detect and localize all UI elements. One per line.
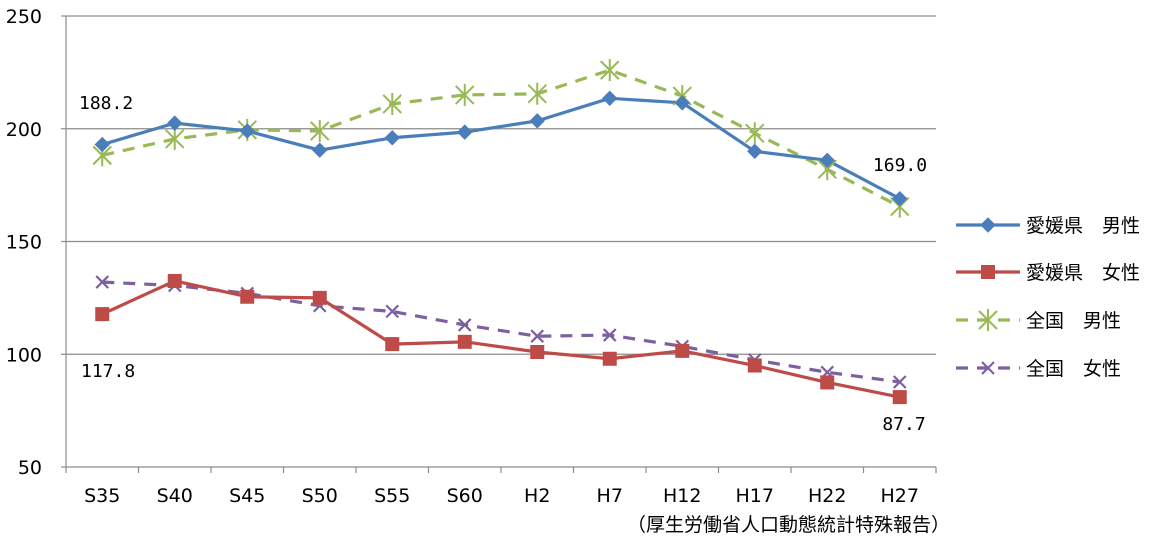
marker-s0-p2: [239, 123, 255, 139]
marker-s1-p5: [457, 334, 472, 349]
marker-s2-p4: [382, 92, 402, 115]
marker-s2-p6: [527, 82, 547, 105]
marker-s1-p0: [95, 307, 110, 322]
gridlines: [66, 15, 936, 355]
legend-label: 全国 女性: [1026, 358, 1121, 380]
data-label: 169.0: [873, 155, 927, 176]
marker-s1-p1: [167, 273, 182, 288]
marker-s3-p0: [95, 275, 110, 289]
marker-s2-p5: [455, 83, 475, 106]
marker-s1-p8: [675, 343, 690, 358]
y-tick-label: 50: [18, 457, 42, 479]
legend-label: 全国 男性: [1026, 310, 1121, 332]
marker-s2-p7: [600, 59, 620, 82]
marker-s1-p6: [530, 344, 545, 359]
marker-s0-p4: [384, 130, 400, 146]
marker-stroke: [602, 328, 617, 342]
marker-s1-p9: [747, 358, 762, 373]
legend-marker-0: [980, 217, 996, 233]
marker-s1-p4: [385, 337, 400, 352]
axes: [61, 15, 937, 473]
x-tick-label: H2: [524, 485, 550, 507]
x-tick-label: S40: [157, 485, 193, 507]
y-tick-label: 150: [6, 232, 42, 254]
x-tick-label: S55: [374, 485, 410, 507]
marker-stroke: [457, 318, 472, 332]
marker-stroke: [95, 275, 110, 289]
marker-s2-p3: [310, 120, 330, 143]
marker-s0-p7: [602, 90, 618, 107]
marker-s3-p11: [892, 375, 907, 389]
legend-label: 愛媛県 女性: [1026, 262, 1140, 284]
marker-s0-p0: [94, 136, 110, 153]
marker-s1-p2: [240, 289, 255, 304]
x-tick-label: H12: [663, 485, 701, 507]
x-tick-label: H17: [736, 485, 774, 507]
marker-s0-p1: [167, 115, 183, 131]
legend-marker-1: [981, 265, 995, 279]
series-lines: [101, 68, 901, 399]
marker-s3-p7: [602, 328, 617, 342]
x-tick-label: H27: [881, 485, 919, 507]
marker-s2-p9: [745, 122, 765, 145]
x-tick-label: S60: [447, 485, 483, 507]
marker-s3-p5: [457, 318, 472, 332]
source-note: （厚生労働省人口動態統計特殊報告）: [627, 514, 950, 536]
y-tick-label: 100: [6, 344, 42, 366]
series-line-3: [102, 280, 900, 384]
marker-s0-p9: [747, 143, 763, 160]
marker-s3-p6: [530, 329, 545, 343]
legend-marker-3: [981, 361, 995, 375]
marker-s1-p7: [602, 351, 617, 366]
x-tick-label: H7: [597, 485, 623, 507]
marker-stroke: [981, 361, 995, 375]
y-tick-label: 250: [6, 6, 42, 28]
series-line-0: [101, 96, 901, 201]
marker-s0-p5: [457, 124, 473, 140]
marker-s0-p11: [892, 190, 908, 207]
data-labels: 188.2 169.0 117.8 87.7: [79, 93, 927, 435]
marker-s0-p3: [312, 142, 328, 158]
data-label: 188.2: [79, 93, 133, 114]
marker-stroke: [892, 375, 907, 389]
x-tick-label: H22: [808, 485, 846, 507]
x-tick-label: S45: [229, 485, 265, 507]
y-tick-labels: 50 100 150 200 250: [6, 6, 42, 479]
x-tick-label: S35: [84, 485, 120, 507]
data-label: 117.8: [81, 361, 135, 382]
x-tick-labels: S35 S40 S45 S50 S55 S60 H2 H7 H12 H17 H22 H27: [84, 485, 919, 507]
marker-stroke: [385, 304, 400, 319]
marker-s1-p3: [312, 290, 327, 305]
data-label: 87.7: [882, 414, 925, 435]
marker-s1-p10: [820, 375, 835, 390]
x-tick-label: S50: [302, 485, 338, 507]
series-line-1: [101, 279, 901, 399]
marker-s0-p8: [674, 95, 690, 111]
legend-label: 愛媛県 男性: [1026, 215, 1140, 237]
marker-s3-p4: [385, 304, 400, 319]
marker-s0-p6: [529, 113, 545, 129]
y-tick-label: 200: [6, 119, 42, 141]
marker-s1-p11: [892, 390, 907, 405]
legend-marker-2: [978, 309, 998, 331]
marker-s0-p10: [819, 152, 835, 169]
series-line-2: [101, 68, 901, 208]
marker-s2-p1: [165, 127, 185, 150]
marker-stroke: [530, 329, 545, 343]
series-markers: [92, 59, 910, 405]
